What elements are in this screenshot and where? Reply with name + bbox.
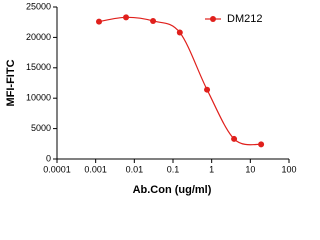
y-tick-label: 20000 <box>26 32 51 42</box>
point <box>176 29 183 36</box>
point <box>123 14 130 21</box>
point <box>204 86 211 93</box>
y-tick-label: 5000 <box>31 123 51 133</box>
point <box>150 17 157 24</box>
x-tick-label: 0.1 <box>167 164 180 174</box>
x-tick-label: 100 <box>281 164 296 174</box>
x-tick-label: 1 <box>209 164 214 174</box>
legend-marker <box>210 16 216 22</box>
point <box>258 141 265 148</box>
y-tick-label: 10000 <box>26 93 51 103</box>
y-tick-label: 0 <box>46 153 51 163</box>
y-axis-title: MFI-FITC <box>5 59 17 106</box>
point <box>96 18 103 25</box>
y-tick-label: 15000 <box>26 62 51 72</box>
x-tick-label: 0.0001 <box>43 164 71 174</box>
legend-text: DM212 <box>227 13 262 25</box>
x-tick-label: 0.001 <box>84 164 107 174</box>
chart: Ab.Con (ug/ml) MFI-FITC 0 5000 10000 15000 2… <box>5 1 297 196</box>
curve <box>98 16 262 146</box>
point <box>231 135 238 142</box>
x-axis-title: Ab.Con (ug/ml) <box>133 184 212 196</box>
x-tick-label: 10 <box>245 164 255 174</box>
y-tick-label: 25000 <box>26 1 51 11</box>
x-tick-label: 0.01 <box>126 164 144 174</box>
